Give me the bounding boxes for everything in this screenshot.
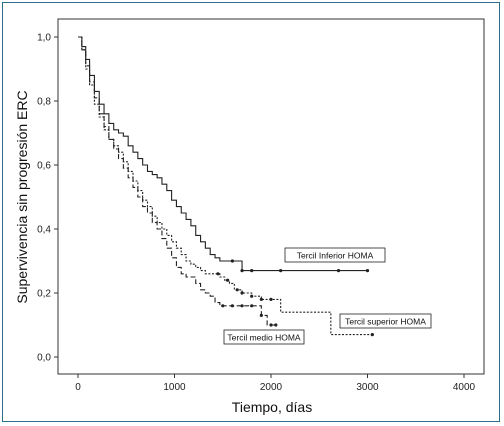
- svg-text:Tercil superior HOMA: Tercil superior HOMA: [345, 317, 426, 327]
- x-axis-title: Tiempo, días: [232, 399, 312, 415]
- y-tick-label: 1,0: [37, 33, 51, 44]
- y-tick-label: 0,8: [37, 97, 51, 108]
- censor-mark: [279, 269, 283, 273]
- legend-label-superior: Tercil superior HOMA: [339, 313, 432, 329]
- censor-mark: [230, 259, 234, 263]
- legend-label-inferior: Tercil Inferior HOMA: [284, 247, 386, 263]
- censor-mark: [221, 304, 225, 308]
- censor-mark: [259, 313, 263, 317]
- censor-mark: [370, 333, 374, 337]
- censor-mark: [269, 297, 273, 301]
- legend-label-medio: Tercil medio HOMA: [223, 329, 305, 345]
- series-layer: [78, 36, 374, 337]
- censor-mark: [336, 269, 341, 273]
- y-tick-label: 0,2: [37, 289, 51, 300]
- censor-mark: [365, 269, 370, 273]
- series-line-2: [78, 36, 276, 326]
- y-tick-label: 0,4: [37, 225, 51, 236]
- censor-mark: [240, 269, 244, 273]
- x-tick-label: 1000: [163, 382, 186, 393]
- y-tick-label: 0,0: [37, 353, 51, 364]
- svg-text:Tercil Inferior HOMA: Tercil Inferior HOMA: [297, 251, 374, 261]
- x-tick-label: 2000: [260, 382, 283, 393]
- censor-mark: [225, 278, 230, 282]
- series-line-1: [78, 36, 368, 272]
- svg-text:Tercil medio HOMA: Tercil medio HOMA: [227, 333, 301, 343]
- censor-mark: [250, 294, 254, 298]
- censor-mark: [235, 288, 239, 292]
- censor-mark: [269, 323, 273, 327]
- x-tick-label: 0: [75, 382, 81, 393]
- censor-mark: [240, 304, 244, 308]
- censor-mark: [274, 323, 278, 327]
- censor-mark: [240, 291, 244, 295]
- x-axis: 0 1000 2000 3000 4000: [75, 374, 476, 393]
- y-axis: 0,0 0,2 0,4 0,6 0,8 1,0: [37, 33, 58, 364]
- y-axis-title: Supervivencia sin progresión ERC: [14, 90, 30, 303]
- x-tick-label: 4000: [453, 382, 476, 393]
- chart-frame: [2, 2, 500, 422]
- censor-mark: [216, 272, 220, 276]
- x-tick-label: 3000: [356, 382, 379, 393]
- censor-mark: [250, 304, 254, 308]
- censor-mark: [250, 269, 254, 273]
- series-line-3: [78, 36, 373, 336]
- censor-mark: [259, 297, 263, 301]
- censor-mark: [230, 304, 234, 308]
- y-tick-label: 0,6: [37, 161, 51, 172]
